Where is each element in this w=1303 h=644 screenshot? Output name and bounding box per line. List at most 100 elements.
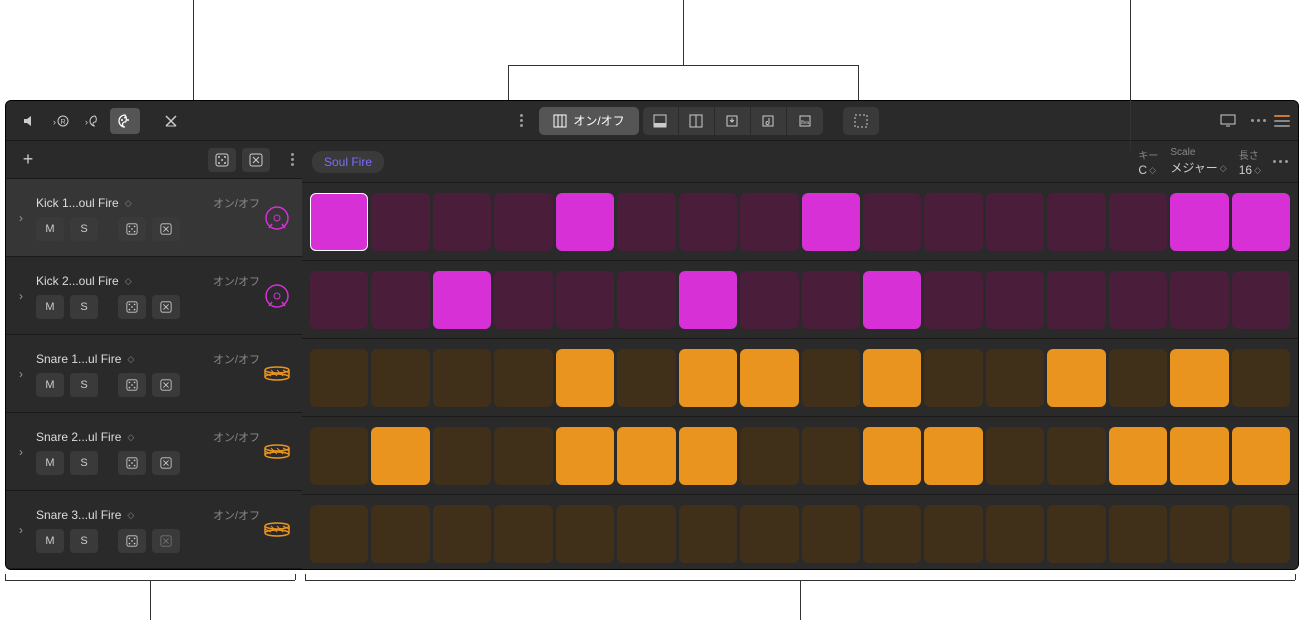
step-cell[interactable] xyxy=(310,505,368,563)
registered-icon[interactable]: ›R xyxy=(46,108,76,134)
clear-track-icon[interactable] xyxy=(152,451,180,475)
clear-track-icon[interactable] xyxy=(152,529,180,553)
stepper-icon[interactable]: ◇ xyxy=(125,278,132,284)
step-cell[interactable] xyxy=(740,193,798,251)
step-cell[interactable] xyxy=(924,505,982,563)
step-cell[interactable] xyxy=(679,349,737,407)
track-onoff-label[interactable]: オン/オフ xyxy=(213,273,260,289)
step-cell[interactable] xyxy=(371,271,429,329)
add-track-button[interactable]: + xyxy=(14,149,42,170)
stepper-icon[interactable]: ◇ xyxy=(127,434,134,440)
mute-button[interactable]: M xyxy=(36,451,64,475)
stepper-icon[interactable]: ◇ xyxy=(127,356,134,362)
track-row[interactable]: › Snare 2...ul Fire ◇ オン/オフ M S xyxy=(6,413,302,491)
solo-button[interactable]: S xyxy=(70,295,98,319)
step-cell[interactable] xyxy=(1170,271,1228,329)
step-cell[interactable] xyxy=(1232,271,1290,329)
step-cell[interactable] xyxy=(310,193,368,251)
step-cell[interactable] xyxy=(924,427,982,485)
step-cell[interactable] xyxy=(740,427,798,485)
step-cell[interactable] xyxy=(924,193,982,251)
step-cell[interactable] xyxy=(986,193,1044,251)
step-cell[interactable] xyxy=(863,427,921,485)
display-icon[interactable] xyxy=(1213,108,1243,134)
step-cell[interactable] xyxy=(310,349,368,407)
step-cell[interactable] xyxy=(556,427,614,485)
clear-track-icon[interactable] xyxy=(152,217,180,241)
step-cell[interactable] xyxy=(679,193,737,251)
randomize-track-icon[interactable] xyxy=(118,529,146,553)
track-row[interactable]: › Snare 1...ul Fire ◇ オン/オフ M S xyxy=(6,335,302,413)
step-cell[interactable] xyxy=(986,349,1044,407)
grip-icon[interactable] xyxy=(1274,115,1290,127)
step-cell[interactable] xyxy=(924,349,982,407)
preset-name[interactable]: Soul Fire xyxy=(312,151,384,173)
step-cell[interactable] xyxy=(802,193,860,251)
step-cell[interactable] xyxy=(371,349,429,407)
solo-button[interactable]: S xyxy=(70,451,98,475)
step-cell[interactable] xyxy=(986,505,1044,563)
clear-track-icon[interactable] xyxy=(152,373,180,397)
mute-button[interactable]: M xyxy=(36,217,64,241)
step-cell[interactable] xyxy=(556,349,614,407)
step-cell[interactable] xyxy=(433,505,491,563)
note-icon[interactable] xyxy=(751,107,787,135)
track-onoff-label[interactable]: オン/オフ xyxy=(213,351,260,367)
delete-x-icon[interactable] xyxy=(156,108,186,134)
step-cell[interactable] xyxy=(1109,505,1167,563)
step-cell[interactable] xyxy=(494,349,552,407)
view-mode-button[interactable]: オン/オフ xyxy=(539,107,638,135)
track-row[interactable]: › Snare 3...ul Fire ◇ オン/オフ M S xyxy=(6,491,302,569)
step-cell[interactable] xyxy=(679,505,737,563)
mute-button[interactable]: M xyxy=(36,295,64,319)
step-cell[interactable] xyxy=(1170,427,1228,485)
stepper-icon[interactable]: ◇ xyxy=(127,512,134,518)
step-cell[interactable] xyxy=(617,505,675,563)
octave-icon[interactable]: 8va xyxy=(787,107,823,135)
sidebar-more-icon[interactable] xyxy=(291,153,294,166)
more-horizontal-icon[interactable] xyxy=(1251,119,1266,122)
step-cell[interactable] xyxy=(740,271,798,329)
randomize-track-icon[interactable] xyxy=(118,373,146,397)
step-cell[interactable] xyxy=(371,193,429,251)
key-control[interactable]: キー C◇ xyxy=(1138,147,1158,177)
step-cell[interactable] xyxy=(863,193,921,251)
step-cell[interactable] xyxy=(863,349,921,407)
step-cell[interactable] xyxy=(1109,427,1167,485)
step-cell[interactable] xyxy=(1109,193,1167,251)
step-cell[interactable] xyxy=(1047,349,1105,407)
step-cell[interactable] xyxy=(433,427,491,485)
step-cell[interactable] xyxy=(371,427,429,485)
step-cell[interactable] xyxy=(310,427,368,485)
import-icon[interactable] xyxy=(715,107,751,135)
step-cell[interactable] xyxy=(617,349,675,407)
step-cell[interactable] xyxy=(1232,193,1290,251)
layout-split-icon[interactable] xyxy=(679,107,715,135)
step-cell[interactable] xyxy=(433,271,491,329)
step-cell[interactable] xyxy=(556,505,614,563)
step-cell[interactable] xyxy=(1232,427,1290,485)
step-cell[interactable] xyxy=(986,427,1044,485)
step-cell[interactable] xyxy=(1109,349,1167,407)
step-cell[interactable] xyxy=(1047,427,1105,485)
palette-next-icon[interactable]: › xyxy=(78,108,108,134)
step-cell[interactable] xyxy=(1170,505,1228,563)
mute-button[interactable]: M xyxy=(36,373,64,397)
clear-icon[interactable] xyxy=(242,148,270,172)
step-cell[interactable] xyxy=(802,505,860,563)
step-cell[interactable] xyxy=(617,193,675,251)
step-cell[interactable] xyxy=(986,271,1044,329)
track-onoff-label[interactable]: オン/オフ xyxy=(213,507,260,523)
step-cell[interactable] xyxy=(740,505,798,563)
expand-chevron-icon[interactable]: › xyxy=(6,523,36,537)
expand-chevron-icon[interactable]: › xyxy=(6,445,36,459)
solo-button[interactable]: S xyxy=(70,529,98,553)
step-cell[interactable] xyxy=(494,271,552,329)
solo-button[interactable]: S xyxy=(70,217,98,241)
step-cell[interactable] xyxy=(1232,505,1290,563)
mute-button[interactable]: M xyxy=(36,529,64,553)
length-control[interactable]: 長さ 16◇ xyxy=(1239,147,1261,177)
step-cell[interactable] xyxy=(433,193,491,251)
step-cell[interactable] xyxy=(556,193,614,251)
step-cell[interactable] xyxy=(494,505,552,563)
